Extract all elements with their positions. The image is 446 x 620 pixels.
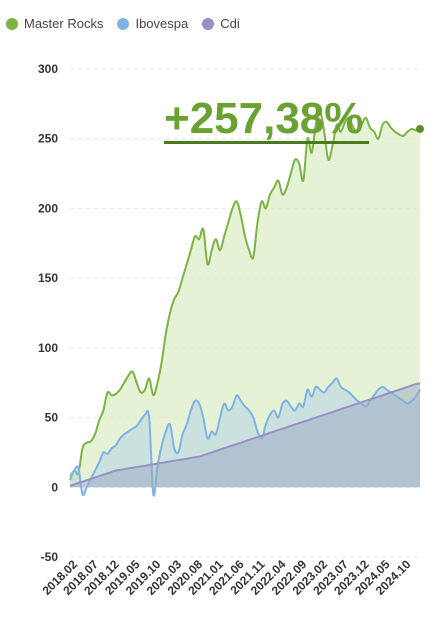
- y-tick-label: 0: [51, 480, 58, 494]
- y-tick-label: 50: [45, 411, 59, 425]
- legend-dot-ibovespa: [117, 17, 130, 30]
- headline-underline: [164, 141, 369, 144]
- chart-legend: Master Rocks Ibovespa Cdi: [6, 16, 240, 31]
- y-tick-label: 300: [38, 62, 58, 76]
- legend-dot-master-rocks: [6, 17, 18, 30]
- y-tick-label: 200: [38, 201, 58, 215]
- y-tick-label: 100: [38, 341, 58, 355]
- legend-label-master-rocks: Master Rocks: [24, 16, 104, 31]
- area-master-rocks: [70, 110, 420, 488]
- area-cdi: [70, 383, 420, 488]
- legend-item-cdi[interactable]: Cdi: [202, 16, 240, 31]
- y-tick-label: 150: [38, 271, 58, 285]
- legend-label-ibovespa: Ibovespa: [135, 16, 189, 31]
- y-tick-label: 250: [38, 132, 58, 146]
- return-headline: +257,38%: [164, 94, 364, 143]
- line-cdi: [69, 382, 421, 487]
- legend-label-cdi: Cdi: [220, 16, 240, 31]
- line-master-rocks: [69, 109, 421, 481]
- legend-item-ibovespa[interactable]: Ibovespa: [117, 16, 188, 31]
- legend-item-master-rocks[interactable]: Master Rocks: [6, 16, 103, 31]
- y-tick-label: -50: [41, 550, 59, 564]
- end-point-marker: [416, 124, 424, 133]
- legend-dot-cdi: [202, 17, 215, 30]
